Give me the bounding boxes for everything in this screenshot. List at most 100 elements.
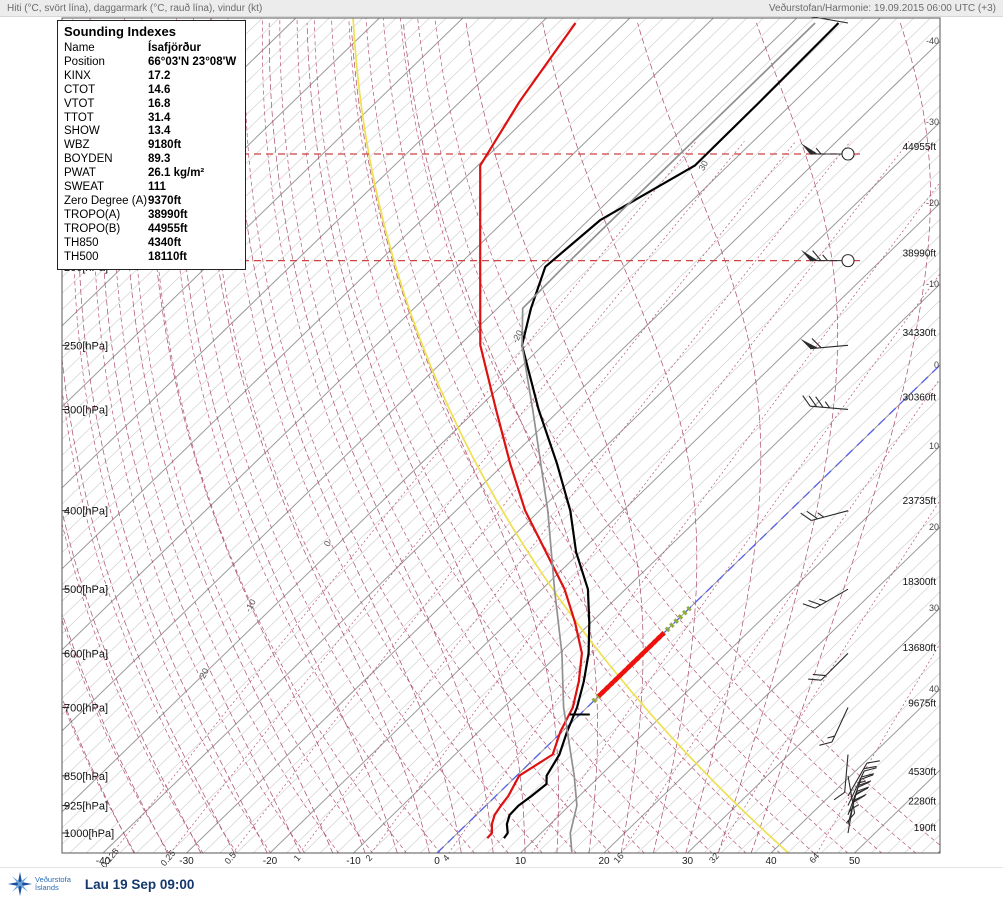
right-temp-label: 0 bbox=[934, 360, 939, 370]
index-value: Ísafjörður bbox=[148, 42, 202, 54]
mixing-ratio-label: 16 bbox=[612, 851, 626, 865]
pressure-axis-label: 850[hPa] bbox=[64, 771, 108, 783]
index-value: 9180ft bbox=[148, 139, 182, 152]
right-temp-label: 30 bbox=[929, 603, 939, 613]
mixing-ratio-label: 1 bbox=[292, 853, 303, 863]
logo-text-line1: Veðurstofa bbox=[35, 874, 71, 884]
index-label: SWEAT bbox=[64, 181, 105, 194]
bottom-temp-label: -40 bbox=[96, 856, 111, 867]
mixing-ratio-label: 64 bbox=[807, 851, 821, 865]
altitude-label: 2280ft bbox=[908, 796, 936, 807]
dewpoint-curve bbox=[479, 22, 584, 839]
pressure-axis-label: 300[hPa] bbox=[64, 404, 108, 416]
logo-text-line2: Íslands bbox=[35, 883, 59, 892]
mixing-ratio-label: 4 bbox=[441, 853, 452, 863]
bottom-temp-label: 30 bbox=[682, 856, 694, 867]
altitude-label: 18300ft bbox=[903, 577, 937, 588]
pressure-axis-label: 700[hPa] bbox=[64, 703, 108, 715]
logo-text: Veðurstofa Íslands bbox=[35, 874, 71, 893]
altitude-label: 38990ft bbox=[903, 249, 937, 260]
icing-highlight bbox=[591, 605, 692, 704]
index-value: 66°03'N 23°08'W bbox=[148, 55, 237, 68]
index-value: 17.2 bbox=[148, 69, 171, 82]
altitude-label: 30360ft bbox=[903, 393, 937, 404]
temperature-curve bbox=[503, 22, 840, 839]
index-row: SWEAT 111 bbox=[64, 181, 245, 195]
index-label: WBZ bbox=[64, 139, 90, 152]
right-temp-label: -20 bbox=[926, 198, 939, 208]
pressure-axis-label: 400[hPa] bbox=[64, 506, 108, 518]
index-label: VTOT bbox=[64, 97, 95, 110]
index-value: 9370ft bbox=[148, 194, 182, 207]
pressure-axis-label: 250[hPa] bbox=[64, 340, 108, 352]
right-temp-label: 10 bbox=[929, 441, 939, 451]
inline-grid-label: 30 bbox=[697, 159, 711, 173]
footer-datetime: Lau 19 Sep 09:00 bbox=[84, 876, 195, 892]
right-temp-label: -30 bbox=[926, 117, 939, 127]
altitude-label: 13680ft bbox=[903, 643, 937, 654]
index-label: PWAT bbox=[64, 167, 96, 180]
right-temp-label: -40 bbox=[926, 36, 939, 46]
inline-grid-label: 0 bbox=[322, 539, 333, 548]
index-label: Name bbox=[64, 42, 95, 54]
index-value: 26.1 kg/m² bbox=[148, 167, 205, 180]
pressure-axis-label: 925[hPa] bbox=[64, 801, 108, 813]
bottom-temp-label: 10 bbox=[515, 856, 527, 867]
wind-barb bbox=[808, 652, 849, 681]
index-value: 38990ft bbox=[148, 208, 188, 221]
panel-title: Sounding Indexes bbox=[64, 24, 176, 39]
index-row: TH500 18110ft bbox=[64, 251, 245, 265]
tropopause-wind-barb bbox=[801, 143, 855, 161]
bottom-temp-label: 50 bbox=[849, 856, 861, 867]
index-row: SHOW 13.4 bbox=[64, 125, 245, 139]
index-label: TH850 bbox=[64, 236, 99, 249]
index-row: VTOT 16.8 bbox=[64, 98, 245, 112]
mixing-ratio-label: 2 bbox=[363, 853, 374, 863]
index-value: 111 bbox=[148, 181, 166, 194]
index-row: BOYDEN 89.3 bbox=[64, 153, 245, 167]
wind-barb bbox=[802, 588, 849, 609]
index-row: WBZ 9180ft bbox=[64, 139, 245, 153]
altitude-label: 34330ft bbox=[903, 328, 937, 339]
altitude-label: 23735ft bbox=[903, 496, 937, 507]
model-run-text: Veðurstofan/Harmonie: 19.09.2015 06:00 U… bbox=[768, 2, 996, 14]
bottom-temp-label: -20 bbox=[263, 856, 278, 867]
index-label: CTOT bbox=[64, 83, 96, 96]
index-value: 4340ft bbox=[148, 236, 182, 249]
index-row: CTOT 14.6 bbox=[64, 84, 245, 98]
pressure-axis-label: 500[hPa] bbox=[64, 584, 108, 596]
index-row: TH850 4340ft bbox=[64, 237, 245, 251]
index-label: TTOT bbox=[64, 111, 94, 124]
tropopause-wind-barb bbox=[801, 249, 855, 268]
right-temp-label: 20 bbox=[929, 522, 939, 532]
bottom-temp-label: -10 bbox=[346, 856, 361, 867]
index-label: TROPO(A) bbox=[64, 208, 121, 221]
altitude-label: 9675ft bbox=[908, 698, 936, 709]
vedurstofa-logo[interactable] bbox=[8, 872, 32, 896]
index-rows: Name Ísafjörður Position 66°03'N 23°08'W KIN… bbox=[64, 42, 245, 265]
altitude-label: 44955ft bbox=[903, 142, 937, 153]
wind-barb bbox=[819, 707, 849, 746]
index-row: TTOT 31.4 bbox=[64, 112, 245, 126]
bottom-temp-label: 0 bbox=[434, 856, 440, 867]
index-label: TH500 bbox=[64, 250, 99, 263]
sounding-indexes-panel: Sounding Indexes Name Ísafjörður Position 6… bbox=[57, 20, 246, 270]
index-row: Position 66°03'N 23°08'W bbox=[64, 56, 245, 70]
index-value: 31.4 bbox=[148, 111, 171, 124]
index-row: KINX 17.2 bbox=[64, 70, 245, 84]
right-temp-label: 40 bbox=[929, 684, 939, 694]
index-row: PWAT 26.1 kg/m² bbox=[64, 167, 245, 181]
index-value: 14.6 bbox=[148, 83, 171, 96]
index-value: 16.8 bbox=[148, 97, 171, 110]
reference-curve bbox=[521, 22, 816, 852]
mixing-ratio-label: 32 bbox=[707, 851, 721, 865]
index-row: Zero Degree (A) 9370ft bbox=[64, 195, 245, 209]
altitude-label: 4530ft bbox=[908, 767, 936, 778]
index-label: Zero Degree (A) bbox=[64, 194, 148, 207]
index-value: 18110ft bbox=[148, 250, 188, 263]
bottom-temp-label: 20 bbox=[598, 856, 610, 867]
bottom-temp-label: 40 bbox=[765, 856, 777, 867]
axis-labels: 200[hPa]250[hPa]300[hPa]400[hPa]500[hPa]… bbox=[62, 36, 939, 870]
legend-text: Hiti (°C, svört lína), daggarmark (°C, r… bbox=[7, 2, 263, 14]
index-label: Position bbox=[64, 55, 105, 68]
